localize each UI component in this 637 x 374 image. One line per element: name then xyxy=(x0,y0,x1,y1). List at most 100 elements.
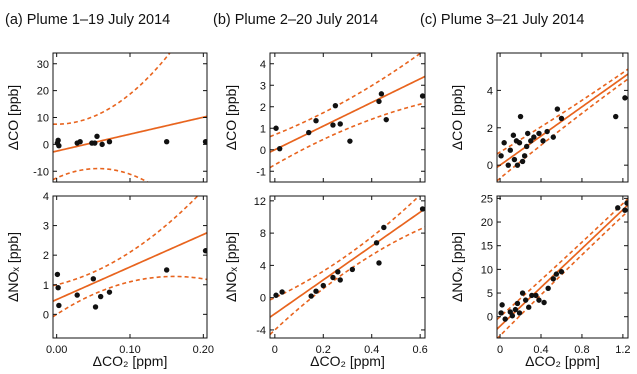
data-point xyxy=(97,293,104,300)
data-point xyxy=(554,106,561,112)
data-point xyxy=(521,153,528,159)
y-tick-label: 0 xyxy=(260,145,266,157)
x-axis-label: ΔCO₂ [ppm] xyxy=(93,353,168,369)
y-tick-label: 8 xyxy=(260,228,266,240)
y-tick-label: 20 xyxy=(37,86,49,98)
panel-1-0: -1 0 1 2 3 4 ΔCO [ppb] xyxy=(223,52,426,183)
confidence-band-lower xyxy=(53,275,207,318)
data-point xyxy=(347,138,353,144)
plot-area xyxy=(270,196,425,336)
y-tick-label: 0 xyxy=(260,293,266,305)
data-point xyxy=(517,113,524,120)
y-tick-label: 1 xyxy=(260,123,266,135)
y-tick-label: 4 xyxy=(43,191,49,203)
y-tick-label: 25 xyxy=(481,193,493,205)
x-tick-label: 0.00 xyxy=(46,344,67,356)
data-point xyxy=(55,285,61,291)
data-point xyxy=(99,141,105,148)
data-point xyxy=(519,290,526,296)
confidence-band-lower xyxy=(270,226,425,336)
data-point xyxy=(276,145,283,152)
y-tick-label: 3 xyxy=(43,221,49,233)
data-point xyxy=(332,102,339,109)
data-point xyxy=(510,132,517,138)
data-point xyxy=(77,138,83,145)
data-point xyxy=(516,140,523,146)
data-point xyxy=(511,156,518,163)
data-point xyxy=(419,93,425,99)
panel-0-1: 0 1 2 3 4 ΔNOₓ [ppb] xyxy=(5,191,208,339)
x-axis-label: ΔCO₂ [ppm] xyxy=(310,353,385,369)
x-tick-label: 0.2 xyxy=(316,344,331,356)
data-point xyxy=(529,292,535,299)
x-axis-label: ΔCO₂ [ppm] xyxy=(525,353,600,369)
data-point xyxy=(514,300,521,307)
regression-line xyxy=(497,204,628,330)
x-tick-label: 0.20 xyxy=(193,344,214,356)
x-tick-label: 0 xyxy=(497,344,503,356)
data-point xyxy=(531,134,537,140)
data-point xyxy=(622,207,628,213)
plot-area xyxy=(270,53,425,169)
data-point xyxy=(622,95,628,101)
data-point xyxy=(624,200,628,206)
data-point xyxy=(514,162,521,168)
plot-area xyxy=(497,68,628,182)
chart-title: (a) Plume 1–19 July 2014 xyxy=(5,12,170,28)
y-tick-label: 30 xyxy=(37,59,49,71)
data-point xyxy=(335,269,341,275)
plot-area xyxy=(53,196,207,318)
panel-frame xyxy=(496,195,629,339)
x-tick-label: 0.10 xyxy=(119,344,140,356)
y-tick-label: 0 xyxy=(43,139,49,151)
chart-column-2: (c) Plume 3–21 July 2014 0 2 4 ΔCO [ppb] 0 5 10… xyxy=(420,12,631,369)
data-point xyxy=(498,310,504,316)
panel-2-1: 0 5 10 15 20 25 ΔNOₓ [ppb] xyxy=(449,193,629,339)
data-point xyxy=(349,266,356,273)
x-tick-label: 0.4 xyxy=(533,344,548,356)
data-point xyxy=(106,138,113,145)
data-point xyxy=(615,205,621,211)
x-tick-label: 1.2 xyxy=(615,344,630,356)
data-point xyxy=(544,128,550,135)
data-point xyxy=(541,299,547,306)
panel-0-0: -10 0 10 20 30 ΔCO [ppb] xyxy=(5,52,208,183)
confidence-band-lower xyxy=(497,210,628,338)
data-point xyxy=(373,240,380,246)
data-point xyxy=(308,293,314,299)
data-point xyxy=(550,276,556,282)
y-tick-label: 4 xyxy=(260,260,266,272)
data-point xyxy=(54,271,61,278)
data-point xyxy=(519,158,526,165)
data-point xyxy=(523,143,530,150)
confidence-band-upper xyxy=(270,196,421,301)
data-point xyxy=(558,115,565,122)
data-point xyxy=(512,306,519,313)
y-axis-label: ΔCO [ppb] xyxy=(223,85,239,150)
data-point xyxy=(106,289,113,295)
data-point xyxy=(378,91,385,97)
data-point xyxy=(516,310,523,316)
panel-frame xyxy=(52,52,208,183)
panel-frame xyxy=(269,195,426,339)
data-point xyxy=(526,304,532,310)
y-axis-label: ΔNOₓ [ppb] xyxy=(223,232,239,302)
data-point xyxy=(337,277,343,283)
data-point xyxy=(92,304,99,310)
data-point xyxy=(330,274,336,281)
data-point xyxy=(330,122,336,128)
data-point xyxy=(313,288,319,294)
y-tick-label: 2 xyxy=(487,123,493,135)
regression-line xyxy=(53,115,207,153)
data-point xyxy=(505,162,511,168)
data-point xyxy=(337,121,343,127)
y-tick-label: -10 xyxy=(33,166,49,178)
data-point xyxy=(499,302,505,308)
data-point xyxy=(502,316,508,322)
data-point xyxy=(383,116,389,123)
y-tick-label: 4 xyxy=(260,59,266,71)
panel-frame xyxy=(496,52,629,183)
data-point xyxy=(56,302,62,309)
y-tick-label: 20 xyxy=(481,217,493,229)
panel-frame xyxy=(269,52,426,183)
